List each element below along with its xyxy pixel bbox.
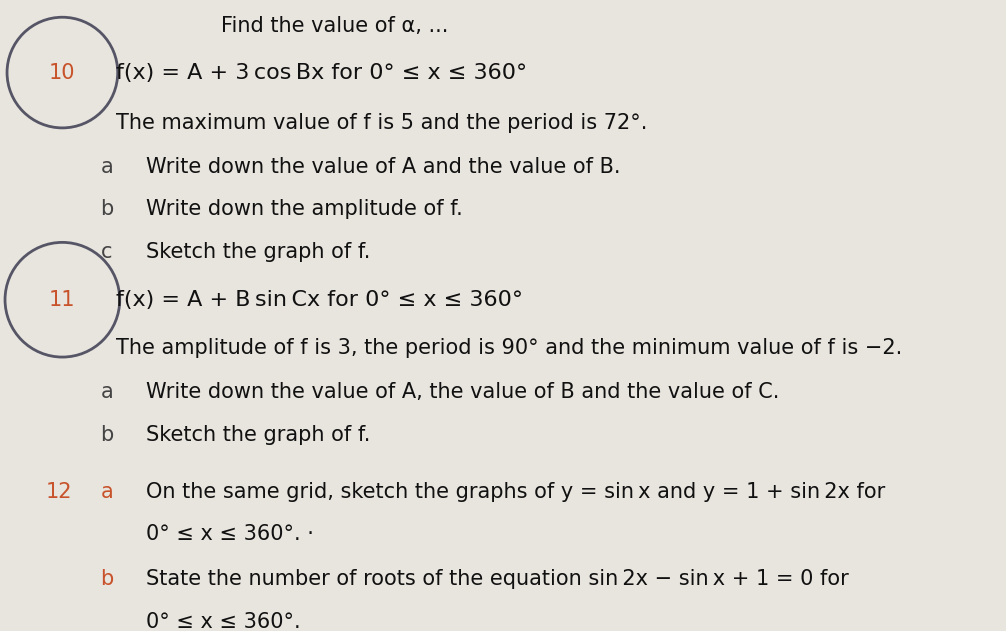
Text: The amplitude of f is 3, the period is 90° and the minimum value of f is −2.: The amplitude of f is 3, the period is 9… <box>116 338 902 358</box>
Text: b: b <box>101 425 114 445</box>
Text: Write down the value of A and the value of B.: Write down the value of A and the value … <box>146 157 621 177</box>
Text: a: a <box>101 482 114 502</box>
Text: b: b <box>101 569 114 589</box>
Text: 0° ≤ x ≤ 360°.: 0° ≤ x ≤ 360°. <box>146 611 301 631</box>
Text: Sketch the graph of f.: Sketch the graph of f. <box>146 242 370 262</box>
Text: a: a <box>101 382 114 403</box>
Text: 0° ≤ x ≤ 360°. ·: 0° ≤ x ≤ 360°. · <box>146 524 314 545</box>
Text: Write down the value of A, the value of B and the value of C.: Write down the value of A, the value of … <box>146 382 780 403</box>
Text: The maximum value of f is 5 and the period is 72°.: The maximum value of f is 5 and the peri… <box>116 113 647 133</box>
Text: Write down the amplitude of f.: Write down the amplitude of f. <box>146 199 463 220</box>
Text: b: b <box>101 199 114 220</box>
Text: 10: 10 <box>49 62 75 83</box>
Text: c: c <box>101 242 112 262</box>
Text: Sketch the graph of f.: Sketch the graph of f. <box>146 425 370 445</box>
Text: Find the value of α, ...: Find the value of α, ... <box>221 16 449 36</box>
Text: f(x) = A + B sin Cx for 0° ≤ x ≤ 360°: f(x) = A + B sin Cx for 0° ≤ x ≤ 360° <box>116 290 523 310</box>
Text: f(x) = A + 3 cos Bx for 0° ≤ x ≤ 360°: f(x) = A + 3 cos Bx for 0° ≤ x ≤ 360° <box>116 62 527 83</box>
Text: 12: 12 <box>45 482 71 502</box>
Text: a: a <box>101 157 114 177</box>
Text: On the same grid, sketch the graphs of y = sin x and y = 1 + sin 2x for: On the same grid, sketch the graphs of y… <box>146 482 885 502</box>
Text: State the number of roots of the equation sin 2x − sin x + 1 = 0 for: State the number of roots of the equatio… <box>146 569 849 589</box>
Text: 11: 11 <box>49 290 75 310</box>
